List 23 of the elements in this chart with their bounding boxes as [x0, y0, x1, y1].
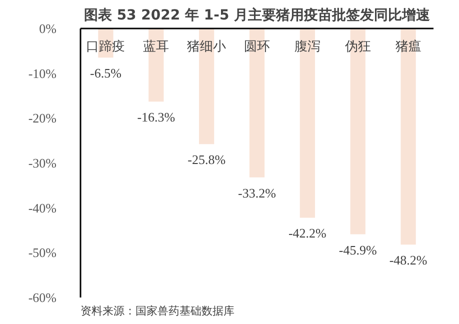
x-tick-label: 口蹄疫 [86, 38, 126, 54]
chart-title: 图表 53 2022 年 1-5 月主要猪用疫苗批签发同比增速 [84, 6, 432, 24]
x-tick-label: 猪瘟 [395, 38, 422, 54]
x-tick-label: 蓝耳 [143, 38, 170, 54]
text: 资料来源：国家兽药基础数据库 [80, 304, 234, 318]
y-tick-label: -20% [28, 110, 57, 126]
data-label: -25.8% [188, 152, 226, 168]
x-tick-label: 圆环 [244, 38, 270, 54]
y-tick-label: -60% [28, 290, 57, 305]
data-label: -6.5% [90, 66, 122, 81]
x-tick-label: 腹泻 [294, 38, 320, 54]
y-tick-label: 0% [39, 21, 57, 36]
data-label: -48.2% [389, 252, 428, 268]
y-tick-label: -30% [28, 156, 57, 170]
y-tick-label: -10% [28, 66, 57, 81]
x-tick-label: 猪细小 [187, 38, 226, 54]
data-label: -16.3% [137, 110, 176, 125]
y-tick-label: -40% [28, 200, 57, 216]
x-tick-label: 伪狂 [344, 38, 371, 54]
data-label: -45.9% [338, 242, 377, 258]
y-tick-label: -50% [28, 245, 57, 260]
data-label: -33.2% [238, 185, 276, 200]
data-label: -42.2% [288, 226, 327, 241]
